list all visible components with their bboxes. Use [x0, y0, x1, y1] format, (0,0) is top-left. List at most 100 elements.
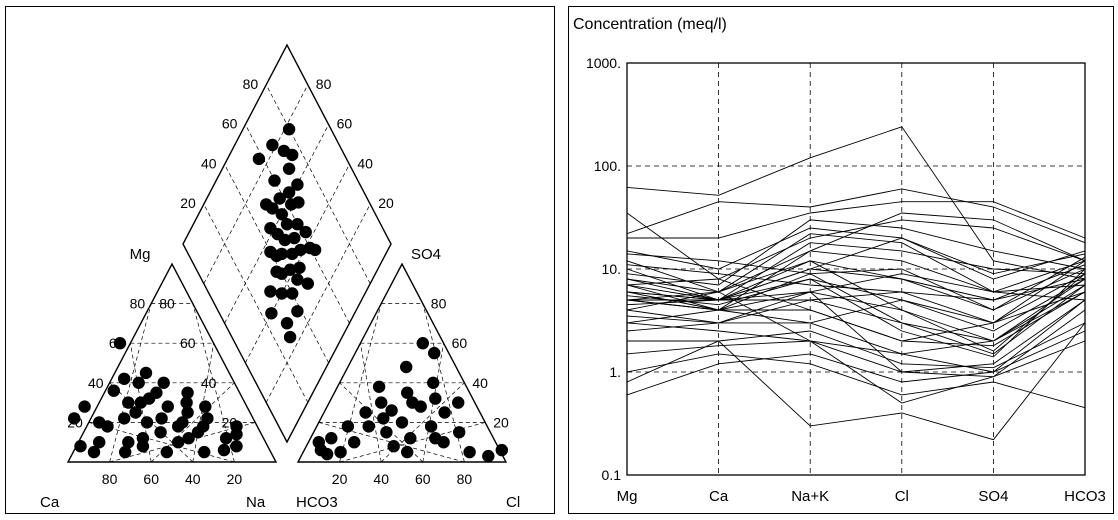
cation-point	[118, 372, 131, 385]
anion-bottom-right-label: Cl	[506, 494, 520, 511]
series-line	[626, 237, 1086, 301]
series-line	[626, 260, 1086, 301]
x-tick-label: Mg	[617, 488, 638, 505]
diamond-point	[293, 261, 306, 274]
series-line	[626, 227, 1086, 280]
diamond-right-tick: 40	[357, 155, 373, 171]
y-tick-label: 10.	[602, 261, 621, 277]
diamond-left-tick: 80	[243, 76, 259, 92]
series-line	[626, 242, 1086, 301]
anion-point	[395, 416, 409, 429]
cation-point	[180, 396, 193, 409]
anion-point	[437, 436, 450, 449]
cation-base-tick: 80	[102, 471, 118, 487]
anion-point	[453, 426, 466, 439]
series-line	[626, 273, 1086, 324]
cation-point	[139, 366, 153, 380]
anion-point	[375, 396, 388, 409]
grid-line	[109, 303, 152, 463]
piper-points	[68, 123, 508, 463]
series-line	[626, 260, 1086, 342]
diamond-left-tick: 60	[222, 116, 238, 132]
y-tick-label: 1000.	[586, 55, 621, 71]
series-line	[626, 233, 1086, 311]
cation-point	[182, 432, 195, 445]
cation-inner-tick: 60	[180, 335, 196, 351]
cation-point	[230, 440, 243, 453]
cation-point	[181, 386, 194, 399]
series-line	[626, 278, 1086, 332]
anion-point	[452, 396, 465, 409]
anion-point	[406, 396, 419, 409]
anion-point	[438, 406, 451, 419]
anion-side-tick: 40	[472, 375, 488, 391]
cation-point	[198, 445, 211, 459]
diamond-point	[264, 285, 277, 298]
series-line	[627, 291, 1086, 373]
anion-point	[400, 360, 413, 374]
anion-point	[385, 404, 398, 417]
grid-line	[130, 343, 152, 463]
cation-point	[150, 386, 163, 399]
anion-base-tick: 20	[332, 471, 348, 487]
anion-base-tick: 80	[457, 471, 473, 487]
diamond-point	[308, 243, 322, 257]
cation-inner-tick: 40	[201, 375, 217, 391]
x-tick-label: HCO3	[1064, 488, 1106, 505]
series-line	[626, 126, 1086, 280]
diamond-point	[282, 186, 296, 199]
anion-point	[359, 406, 372, 419]
cation-point	[181, 406, 194, 419]
diamond-point	[291, 178, 304, 191]
diamond-point	[282, 123, 296, 136]
grid-line	[203, 204, 309, 403]
series-line	[626, 219, 1086, 286]
anion-point	[429, 392, 442, 405]
anion-point	[427, 376, 440, 389]
series-line	[626, 253, 1086, 311]
series-line	[626, 273, 1086, 342]
series-lines	[626, 126, 1086, 441]
anion-point	[495, 443, 508, 457]
anion-point	[404, 432, 417, 445]
diamond-left-tick: 40	[201, 155, 217, 171]
cation-point	[172, 436, 185, 449]
grid-line	[203, 84, 309, 284]
diamond-point	[294, 243, 307, 257]
anion-base-tick: 40	[373, 471, 389, 487]
grid-line	[150, 382, 235, 463]
cation-point	[172, 420, 185, 433]
anion-side-tick: 20	[493, 414, 509, 430]
series-line	[626, 273, 1086, 324]
cation-point	[113, 337, 127, 350]
anion-point	[428, 346, 441, 360]
cation-point	[93, 436, 106, 449]
cation-point	[140, 416, 154, 429]
series-line	[626, 212, 1086, 280]
diamond-point	[260, 198, 273, 211]
cation-inner-tick: 80	[159, 296, 175, 312]
cation-base-tick: 60	[143, 471, 159, 487]
series-line	[626, 212, 1086, 311]
y-tick-label: 100.	[594, 158, 621, 174]
anion-point	[372, 380, 386, 393]
cation-side-tick: 80	[130, 296, 146, 312]
series-line	[626, 353, 1086, 409]
anion-point	[312, 436, 325, 449]
series-line	[626, 188, 1086, 244]
anion-point	[482, 449, 495, 463]
series-line	[626, 250, 1086, 293]
cation-point	[93, 416, 106, 429]
diamond-point	[299, 225, 312, 239]
schoeller-diagram-panel: Concentration (meq/l) 0.1 1. 10. 100. 1000. Mg…	[568, 6, 1114, 514]
diamond-point	[275, 208, 288, 221]
grid-line	[192, 343, 214, 463]
cation-base-tick: 20	[227, 471, 243, 487]
cation-point	[197, 420, 210, 433]
cation-triangle	[66, 262, 278, 463]
anion-point	[416, 337, 429, 350]
cation-side-tick: 60	[109, 335, 125, 351]
cation-bottom-right-label: Na	[246, 494, 266, 511]
diamond-point	[264, 222, 277, 235]
cation-inner-tick: 20	[222, 414, 238, 430]
